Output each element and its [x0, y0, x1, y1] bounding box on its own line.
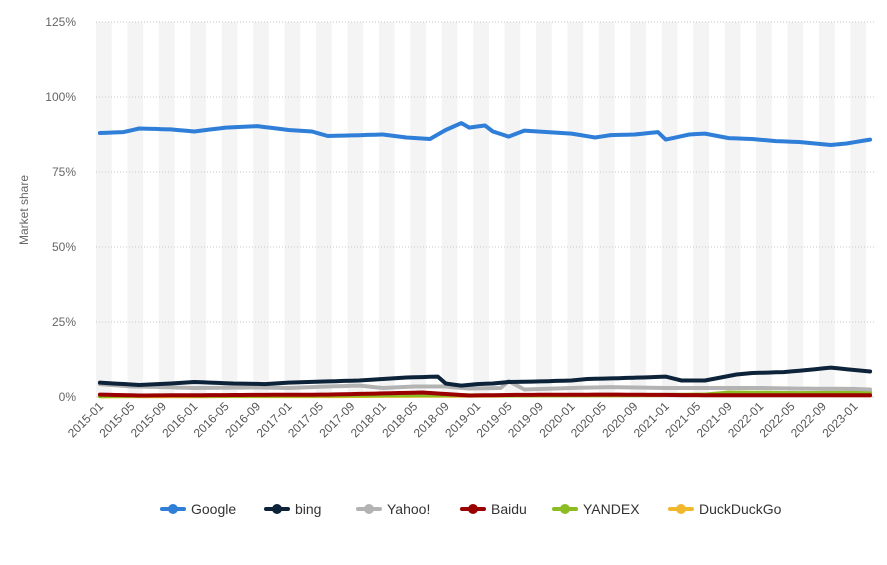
y-axis-label: Market share [17, 175, 31, 245]
plot-band [693, 22, 709, 397]
plot-band [724, 22, 741, 397]
legend-marker [676, 504, 686, 514]
legend-item-bing[interactable]: bing [264, 501, 321, 517]
y-tick-label: 50% [52, 240, 76, 254]
legend-marker [364, 504, 374, 514]
plot-bands [96, 22, 867, 397]
y-tick-label: 25% [52, 315, 76, 329]
plot-band [253, 22, 269, 397]
y-axis-ticks: 0% 25% 50% 75% 100% 125% [45, 15, 76, 404]
plot-band [158, 22, 175, 397]
legend-marker [560, 504, 570, 514]
plot-band [441, 22, 458, 397]
series-line-google[interactable] [97, 121, 873, 147]
plot-band [96, 22, 112, 397]
plot-band [536, 22, 552, 397]
plot-band [473, 22, 489, 397]
y-tick-label: 0% [59, 390, 77, 404]
legend-label: YANDEX [583, 501, 640, 517]
plot-band [127, 22, 144, 397]
legend-item-duckduckgo[interactable]: DuckDuckGo [668, 501, 782, 517]
series-lines [97, 121, 873, 399]
plot-band [504, 22, 521, 397]
plot-band [630, 22, 647, 397]
plot-band [661, 22, 678, 397]
y-tick-label: 125% [45, 15, 76, 29]
plot-band [221, 22, 238, 397]
legend-marker [168, 504, 178, 514]
legend-marker [468, 504, 478, 514]
x-axis-ticks: 2015-012015-052015-092016-012016-052016-… [65, 399, 861, 440]
y-tick-label: 75% [52, 165, 76, 179]
legend-label: Baidu [491, 501, 527, 517]
series-line-yahoo[interactable] [97, 379, 873, 392]
plot-band [598, 22, 615, 397]
legend[interactable]: Google bing Yahoo! Baidu YANDEX DuckDuckGo [160, 501, 782, 517]
plot-band [410, 22, 427, 397]
legend-item-yahoo[interactable]: Yahoo! [356, 501, 430, 517]
series-line-bing[interactable] [97, 365, 873, 388]
y-tick-label: 100% [45, 90, 76, 104]
legend-item-baidu[interactable]: Baidu [460, 501, 527, 517]
legend-marker [272, 504, 282, 514]
plot-band [347, 22, 364, 397]
plot-band [284, 22, 301, 397]
series-line-baidu[interactable] [97, 390, 873, 398]
plot-band [850, 22, 867, 397]
legend-label: DuckDuckGo [699, 501, 782, 517]
plot-band [378, 22, 395, 397]
plot-band [316, 22, 332, 397]
plot-band [756, 22, 772, 397]
plot-band [787, 22, 804, 397]
legend-label: Yahoo! [387, 501, 430, 517]
legend-label: Google [191, 501, 236, 517]
legend-label: bing [295, 501, 321, 517]
plot-band [818, 22, 835, 397]
plot-band [567, 22, 584, 397]
plot-band [190, 22, 207, 397]
legend-item-google[interactable]: Google [160, 501, 236, 517]
legend-item-yandex[interactable]: YANDEX [552, 501, 640, 517]
x-tick-label: 2023-01 [819, 399, 860, 440]
